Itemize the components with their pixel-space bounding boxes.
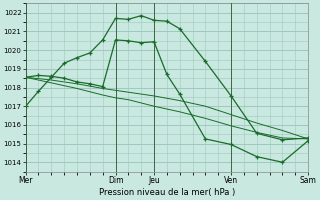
- X-axis label: Pression niveau de la mer( hPa ): Pression niveau de la mer( hPa ): [99, 188, 235, 197]
